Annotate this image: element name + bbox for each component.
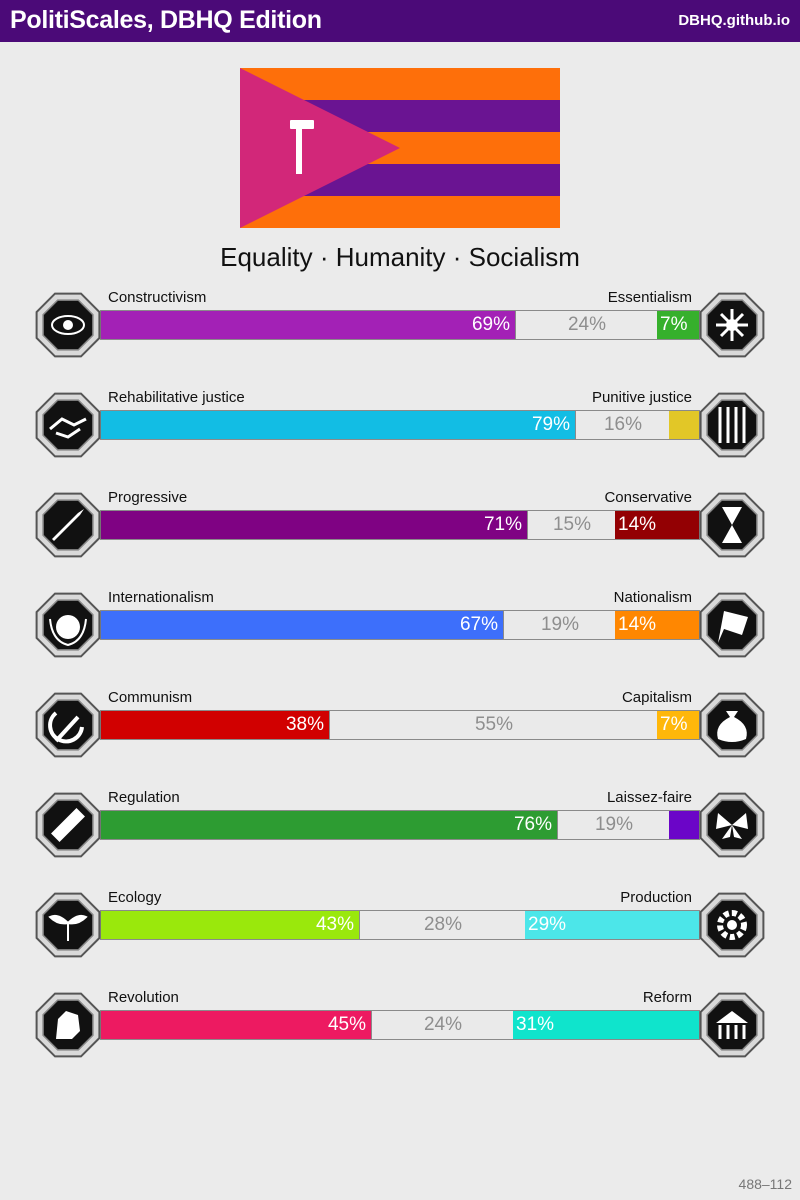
axis-middle-segment: 24% [515, 311, 659, 339]
app-title: PolitiScales, DBHQ Edition [10, 6, 322, 34]
axis-left-label: Rehabilitative justice [108, 389, 245, 406]
dna-flower-icon [699, 292, 765, 358]
axis-row: Regulation Laissez-faire 76% 19% [0, 786, 800, 866]
axis-row: Rehabilitative justice Punitive justice 79… [0, 386, 800, 466]
site-link[interactable]: DBHQ.github.io [678, 12, 790, 29]
axis-row: Progressive Conservative 71% 15% 14% [0, 486, 800, 566]
axis-left-label: Constructivism [108, 289, 207, 306]
axis-middle-segment: 19% [557, 811, 671, 839]
axis-bar: 45% 24% 31% [100, 1010, 700, 1040]
fist-icon [35, 992, 101, 1058]
axis-right-segment: 7% [657, 311, 699, 339]
axis-left-segment: 67% [101, 611, 503, 639]
axis-right-label: Conservative [604, 489, 692, 506]
axis-right-segment [669, 411, 699, 439]
globe-laurel-icon [35, 592, 101, 658]
axis-right-label: Capitalism [621, 689, 692, 706]
sprout-icon [35, 892, 101, 958]
axis-bar: 67% 19% 14% [100, 610, 700, 640]
axis-left-segment: 45% [101, 1011, 371, 1039]
axis-left-label: Ecology [108, 889, 162, 906]
hammer-icon [290, 120, 314, 174]
axis-middle-segment: 19% [503, 611, 617, 639]
hammer-sickle-icon [35, 692, 101, 758]
axis-right-segment: 14% [615, 511, 699, 539]
axis-left-label: Revolution [108, 989, 179, 1006]
handshake-icon [35, 392, 101, 458]
axis-left-segment: 79% [101, 411, 575, 439]
axis-bar: 43% 28% 29% [100, 910, 700, 940]
axis-row: Internationalism Nationalism 67% 19% 14% [0, 586, 800, 666]
axis-right-label: Punitive justice [591, 389, 692, 406]
axis-bar: 71% 15% 14% [100, 510, 700, 540]
money-bag-icon [699, 692, 765, 758]
axis-right-segment: 29% [525, 911, 699, 939]
butterfly-icon [699, 792, 765, 858]
app-header: PolitiScales, DBHQ Edition DBHQ.github.i… [0, 0, 800, 42]
axis-left-segment: 43% [101, 911, 359, 939]
axis-left-segment: 38% [101, 711, 329, 739]
axis-left-label: Progressive [108, 489, 188, 506]
axis-middle-segment: 24% [371, 1011, 515, 1039]
axis-bar: 69% 24% 7% [100, 310, 700, 340]
axis-right-segment: 31% [513, 1011, 699, 1039]
axis-right-label: Production [620, 889, 692, 906]
axis-row: Ecology Production 43% 28% 29% [0, 886, 800, 966]
axis-middle-segment: 15% [527, 511, 617, 539]
axis-middle-segment: 16% [575, 411, 671, 439]
axis-middle-segment: 55% [329, 711, 659, 739]
ideology-flag [240, 68, 560, 228]
axis-left-segment: 71% [101, 511, 527, 539]
ideology-name: Equality · Humanity · Socialism [220, 242, 580, 272]
axis-right-segment [669, 811, 699, 839]
axis-right-label: Nationalism [613, 589, 692, 606]
ruler-icon [35, 792, 101, 858]
axis-row: Communism Capitalism 38% 55% 7% [0, 686, 800, 766]
prison-bars-icon [699, 392, 765, 458]
axis-right-label: Reform [642, 989, 692, 1006]
axis-middle-segment: 28% [359, 911, 527, 939]
axis-left-segment: 76% [101, 811, 557, 839]
axis-right-segment: 14% [615, 611, 699, 639]
axis-bar: 76% 19% [100, 810, 700, 840]
eye-icon [35, 292, 101, 358]
flag-icon [699, 592, 765, 658]
rocket-icon [35, 492, 101, 558]
score-code: 488–112 [738, 1176, 792, 1192]
axis-bar: 79% 16% [100, 410, 700, 440]
parliament-icon [699, 992, 765, 1058]
axis-bar: 38% 55% 7% [100, 710, 700, 740]
gear-icon [699, 892, 765, 958]
axis-right-label: Laissez-faire [606, 789, 692, 806]
axis-right-label: Essentialism [607, 289, 692, 306]
axis-row: Revolution Reform 45% 24% 31% [0, 986, 800, 1066]
axis-left-segment: 69% [101, 311, 515, 339]
axis-left-label: Regulation [108, 789, 180, 806]
axis-left-label: Internationalism [108, 589, 214, 606]
hourglass-icon [699, 492, 765, 558]
axis-left-label: Communism [108, 689, 193, 706]
axis-row: Constructivism Essentialism 69% 24% 7% [0, 286, 800, 366]
axis-right-segment: 7% [657, 711, 699, 739]
